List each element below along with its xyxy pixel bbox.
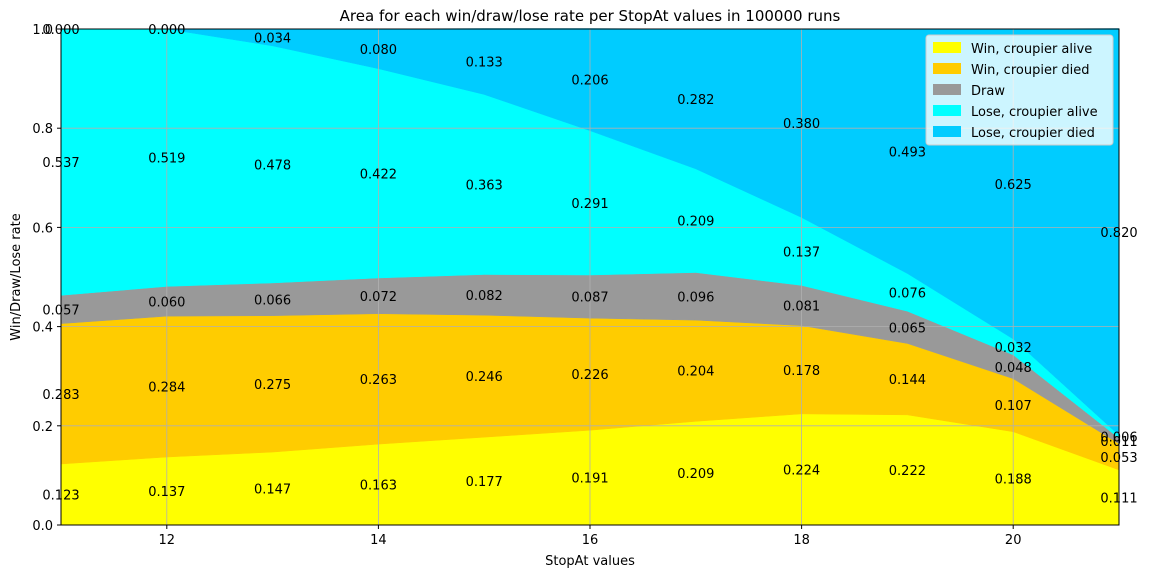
x-tick-label: 12 [159,533,176,548]
data-label: 0.178 [783,364,820,379]
data-label: 0.096 [677,290,714,305]
legend-entry: Win, croupier alive [971,42,1092,57]
data-label: 0.493 [889,145,926,160]
data-label: 0.209 [677,467,714,482]
data-label: 0.478 [254,158,291,173]
y-tick-label: 0.8 [32,122,53,137]
data-label: 0.206 [571,74,608,89]
data-label: 0.191 [571,472,608,487]
x-tick-label: 16 [582,533,599,548]
legend-swatch [933,42,961,53]
data-label: 0.048 [995,361,1032,376]
data-label: 0.291 [571,197,608,212]
legend-entry: Draw [971,84,1005,99]
data-label: 0.625 [995,178,1032,193]
x-tick-label: 14 [370,533,387,548]
x-tick-label: 18 [793,533,810,548]
data-label: 0.034 [254,31,291,46]
data-label: 0.087 [571,291,608,306]
data-label: 0.133 [466,55,503,70]
data-label: 0.032 [995,341,1032,356]
chart-title: Area for each win/draw/lose rate per Sto… [340,7,841,25]
data-label: 0.137 [783,245,820,260]
y-tick-label: 0.0 [32,519,53,534]
y-axis-label: Win/Draw/Lose rate [9,213,24,340]
data-label: 0.081 [783,300,820,315]
legend-swatch [933,126,961,137]
data-label: 0.137 [148,485,185,500]
data-label: 0.066 [254,293,291,308]
data-label: 0.163 [360,479,397,494]
x-axis-label: StopAt values [545,554,635,569]
data-label: 0.147 [254,483,291,498]
x-axis-ticks: 12 14 16 18 20 [159,525,1022,548]
legend-entry: Win, croupier died [971,63,1090,78]
data-label: 0.380 [783,117,820,132]
y-tick-label: 0.6 [32,221,53,236]
legend-box [925,34,1114,146]
data-label: 0.072 [360,290,397,305]
data-label: 0.222 [889,464,926,479]
y-tick-label: 0.4 [32,321,53,336]
y-axis-ticks: 0.0 0.2 0.4 0.6 0.8 1.0 [32,23,61,534]
data-label: 0.107 [995,399,1032,414]
data-label: 0.226 [571,368,608,383]
data-label: 0.263 [360,373,397,388]
data-label: 0.246 [466,370,503,385]
data-label: 0.224 [783,463,820,478]
data-label: 0.177 [466,475,503,490]
data-label: 0.519 [148,152,185,167]
data-label: 0.065 [889,321,926,336]
data-label: 0.082 [466,289,503,304]
data-label: 0.060 [148,295,185,310]
legend: Win, croupier alive Win, croupier died Dra… [925,34,1114,146]
legend-swatch [933,105,961,116]
data-label: 0.080 [360,43,397,58]
legend-swatch [933,84,961,95]
legend-entry: Lose, croupier alive [971,105,1098,120]
data-label: 0.422 [360,167,397,182]
data-label: 0.188 [995,472,1032,487]
x-tick-label: 20 [1005,533,1022,548]
y-tick-label: 1.0 [32,23,53,38]
data-label: 0.144 [889,373,926,388]
legend-swatch [933,63,961,74]
data-label: 0.000 [148,23,185,38]
data-label: 0.363 [466,178,503,193]
legend-entry: Lose, croupier died [971,126,1095,141]
data-label: 0.204 [677,365,714,380]
data-label: 0.284 [148,381,185,396]
data-label: 0.209 [677,215,714,230]
data-label: 0.076 [889,286,926,301]
y-tick-label: 0.2 [32,420,53,435]
data-label: 0.275 [254,378,291,393]
data-label: 0.282 [677,93,714,108]
